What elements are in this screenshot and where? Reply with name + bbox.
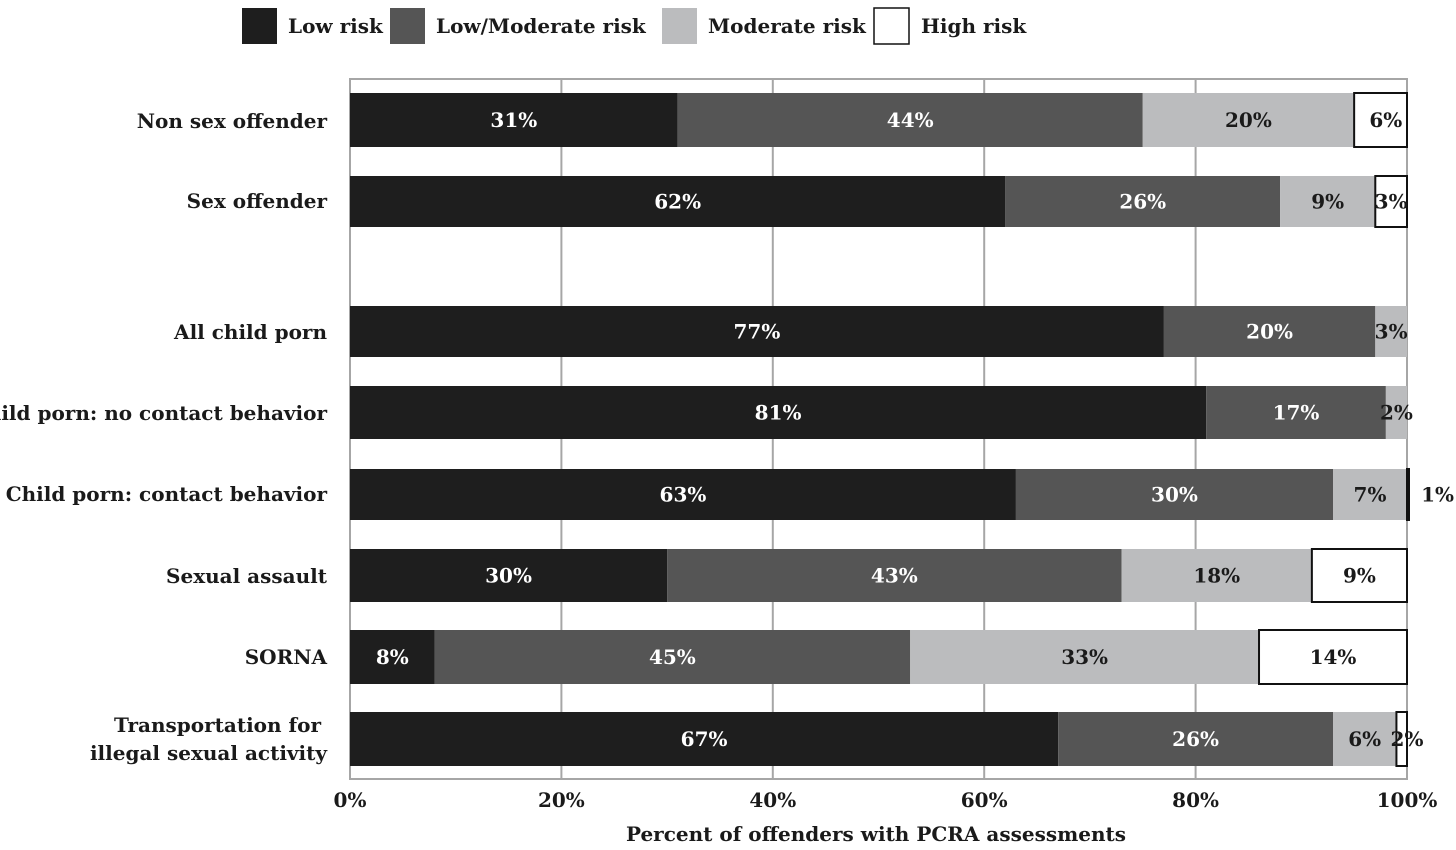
bars [350, 92, 1410, 767]
legend-label-high-risk: High risk [921, 14, 1027, 38]
bar-label-sex-offender-low-risk: 62% [654, 190, 701, 214]
category-label-sex-offender: Sex offender [187, 189, 328, 213]
bar-sex-offender-low-risk [350, 176, 1006, 227]
category-label-sexual-assault: Sexual assault [166, 564, 328, 588]
bar-label-sexual-assault-high-risk: 9% [1343, 564, 1376, 588]
bar-sexual-assault-low-moderate-risk [667, 549, 1122, 602]
bar-label-child-porn-no-contact-behavior-moderate-risk: 2% [1380, 401, 1413, 425]
bar-label-sex-offender-moderate-risk: 9% [1311, 190, 1344, 214]
category-label-all-child-porn: All child porn [173, 320, 327, 344]
bar-sex-offender-low-moderate-risk [1005, 176, 1281, 227]
bar-child-porn-no-contact-behavior-moderate-risk [1385, 386, 1407, 439]
bar-sorna-low-risk [350, 630, 435, 684]
x-tick-40: 40% [749, 788, 796, 812]
bar-sexual-assault-high-risk [1310, 548, 1408, 603]
bar-non-sex-offender-low-risk [350, 93, 678, 147]
legend-swatch-low-moderate-risk [390, 8, 425, 44]
x-axis-ticks: 0% 20% 40% 60% 80% 100% [334, 788, 1438, 812]
bar-label-sexual-assault-moderate-risk: 18% [1193, 564, 1240, 588]
bar-sex-offender-high-risk [1374, 175, 1409, 228]
category-label-transportation-for-illegal-sexual-activity: Transportation for illegal sexual activit… [90, 713, 328, 765]
bar-label-child-porn-contact-behavior-moderate-risk: 7% [1354, 483, 1387, 507]
bar-label-non-sex-offender-low-moderate-risk: 44% [887, 108, 934, 132]
bar-child-porn-no-contact-behavior-low-moderate-risk [1206, 386, 1386, 439]
bar-label-all-child-porn-low-risk: 77% [734, 320, 781, 344]
bar-sorna-low-moderate-risk [434, 630, 911, 684]
bar-child-porn-contact-behavior-low-moderate-risk [1015, 469, 1334, 520]
bar-label-transportation-for-illegal-sexual-activity-moderate-risk: 6% [1348, 727, 1381, 751]
bar-label-all-child-porn-low-moderate-risk: 20% [1246, 320, 1293, 344]
bar-label-sex-offender-low-moderate-risk: 26% [1119, 190, 1166, 214]
legend-swatch-moderate-risk [662, 8, 697, 44]
bar-label-child-porn-contact-behavior-low-risk: 63% [660, 483, 707, 507]
bar-child-porn-no-contact-behavior-low-risk [350, 386, 1207, 439]
bar-label-child-porn-contact-behavior-high-risk: 1% [1421, 483, 1454, 507]
bar-child-porn-contact-behavior-moderate-risk [1333, 469, 1407, 520]
bar-sorna-high-risk [1258, 629, 1409, 685]
bar-all-child-porn-low-moderate-risk [1163, 306, 1376, 357]
bar-labels: 31% 44% 20% 6% 62% 26% 9% 3% 77% 20% 3% 81% 17% 2% 63%… [376, 108, 1454, 751]
bar-label-transportation-for-illegal-sexual-activity-low-risk: 67% [681, 727, 728, 751]
bar-label-non-sex-offender-low-risk: 31% [490, 108, 537, 132]
bar-label-all-child-porn-moderate-risk: 3% [1375, 320, 1408, 344]
bar-non-sex-offender-high-risk [1353, 92, 1409, 148]
bar-non-sex-offender-low-moderate-risk [677, 93, 1143, 147]
bar-label-sorna-low-risk: 8% [376, 645, 409, 669]
bar-label-sorna-moderate-risk: 33% [1061, 645, 1108, 669]
bar-label-sorna-low-moderate-risk: 45% [649, 645, 696, 669]
bar-label-non-sex-offender-high-risk: 6% [1369, 108, 1402, 132]
bar-sorna-moderate-risk [910, 630, 1260, 684]
bar-transportation-for-illegal-sexual-activity-high-risk [1395, 711, 1409, 767]
legend-label-low-moderate-risk: Low/Moderate risk [436, 14, 647, 38]
legend-swatch-low-risk [242, 8, 277, 44]
legend-label-moderate-risk: Moderate risk [708, 14, 867, 38]
category-label-non-sex-offender: Non sex offender [137, 109, 328, 133]
bar-label-sex-offender-high-risk: 3% [1375, 190, 1408, 214]
bar-transportation-for-illegal-sexual-activity-low-risk [350, 712, 1059, 766]
category-label-sorna: SORNA [245, 645, 328, 669]
bar-sex-offender-moderate-risk [1280, 176, 1376, 227]
bar-label-sorna-high-risk: 14% [1310, 645, 1357, 669]
legend-label-low-risk: Low risk [288, 14, 384, 38]
category-label-child-porn-contact-behavior: Child porn: contact behavior [6, 482, 328, 506]
bar-child-porn-contact-behavior-low-risk [350, 469, 1016, 520]
bar-all-child-porn-low-risk [350, 306, 1164, 357]
x-tick-60: 60% [961, 788, 1008, 812]
legend: Low risk Low/Moderate risk Moderate risk Hi… [242, 7, 1027, 45]
bar-transportation-for-illegal-sexual-activity-low-moderate-risk [1058, 712, 1334, 766]
bar-label-child-porn-contact-behavior-low-moderate-risk: 30% [1151, 483, 1198, 507]
bar-label-child-porn-no-contact-behavior-low-risk: 81% [755, 401, 802, 425]
bar-label-sexual-assault-low-moderate-risk: 43% [871, 564, 918, 588]
bar-all-child-porn-moderate-risk [1375, 306, 1407, 357]
bar-label-child-porn-no-contact-behavior-low-moderate-risk: 17% [1273, 401, 1320, 425]
x-tick-0: 0% [334, 788, 367, 812]
legend-swatch-high-risk [873, 7, 910, 45]
bar-label-sexual-assault-low-risk: 30% [485, 564, 532, 588]
bar-label-transportation-for-illegal-sexual-activity-low-moderate-risk: 26% [1172, 727, 1219, 751]
bar-non-sex-offender-moderate-risk [1142, 93, 1355, 147]
bar-label-non-sex-offender-moderate-risk: 20% [1225, 108, 1272, 132]
x-tick-80: 80% [1172, 788, 1219, 812]
bar-label-transportation-for-illegal-sexual-activity-high-risk: 2% [1391, 727, 1424, 751]
x-axis-title: Percent of offenders with PCRA assessmen… [626, 822, 1126, 845]
x-tick-20: 20% [538, 788, 585, 812]
bar-sexual-assault-low-risk [350, 549, 668, 602]
bar-transportation-for-illegal-sexual-activity-moderate-risk [1333, 712, 1397, 766]
category-labels: Non sex offender Sex offender All child po… [0, 109, 328, 765]
bar-sexual-assault-moderate-risk [1121, 549, 1312, 602]
bar-child-porn-contact-behavior-high-risk [1406, 468, 1410, 521]
x-tick-100: 100% [1377, 788, 1438, 812]
category-label-child-porn-no-contact-behavior: Child porn: no contact behavior [0, 401, 327, 425]
